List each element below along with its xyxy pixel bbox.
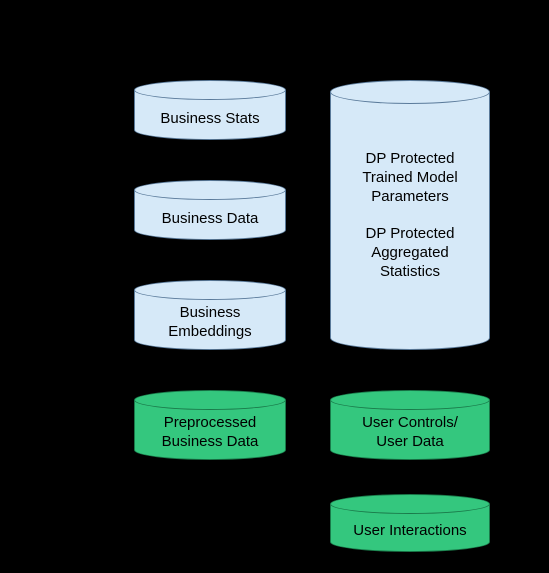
cylinder-label-business_embeddings: BusinessEmbeddings <box>134 304 286 342</box>
cylinder-label-business_stats: Business Stats <box>134 110 286 129</box>
cylinder-label-preprocessed_business_data: PreprocessedBusiness Data <box>134 414 286 452</box>
cylinder-business_stats: Business Stats <box>134 80 286 140</box>
cylinder-user_controls: User Controls/User Data <box>330 390 490 460</box>
cylinder-label-user_interactions: User Interactions <box>330 522 490 541</box>
cylinder-business_data: Business Data <box>134 180 286 240</box>
cylinder-user_interactions: User Interactions <box>330 494 490 552</box>
cylinder-dp_protected: DP ProtectedTrained ModelParametersDP Pr… <box>330 80 490 350</box>
cylinder-label-user_controls: User Controls/User Data <box>330 414 490 452</box>
cylinder-label-dp_protected: DP ProtectedTrained ModelParametersDP Pr… <box>330 150 490 281</box>
cylinder-preprocessed_business_data: PreprocessedBusiness Data <box>134 390 286 460</box>
cylinder-label-business_data: Business Data <box>134 210 286 229</box>
cylinder-business_embeddings: BusinessEmbeddings <box>134 280 286 350</box>
